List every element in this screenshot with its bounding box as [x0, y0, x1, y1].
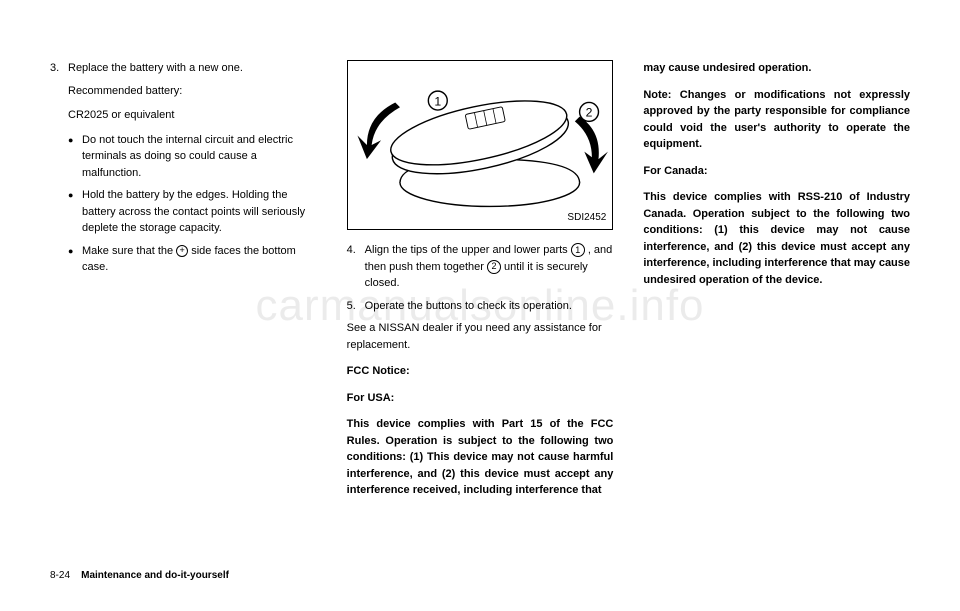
battery-type: CR2025 or equivalent — [68, 107, 317, 124]
bullet-1-text: Do not touch the internal circuit and el… — [82, 132, 317, 182]
bullet-1: ● Do not touch the internal circuit and … — [68, 132, 317, 182]
column-2: 1 2 SDI2452 4. Align the tips of the upp… — [347, 60, 614, 540]
page-number: 8-24 — [50, 570, 70, 581]
section-title: Maintenance and do-it-yourself — [81, 570, 229, 581]
page-columns: 3. Replace the battery with a new one. R… — [50, 60, 910, 540]
step-5-num: 5. — [347, 298, 365, 315]
circle-2-icon: 2 — [487, 260, 501, 274]
bullet-dot: ● — [68, 243, 82, 276]
page-footer: 8-24 Maintenance and do-it-yourself — [50, 570, 229, 581]
plus-icon: + — [176, 245, 188, 257]
bullet-dot: ● — [68, 187, 82, 237]
step4a: Align the tips of the upper and lower pa… — [365, 244, 571, 256]
usa-continuation: may cause undesired operation. — [643, 60, 910, 77]
bullet-3-text: Make sure that the + side faces the bott… — [82, 243, 317, 276]
circle-1-icon: 1 — [571, 243, 585, 257]
dealer-note: See a NISSAN dealer if you need any assi… — [347, 320, 614, 353]
column-1: 3. Replace the battery with a new one. R… — [50, 60, 317, 540]
for-usa-heading: For USA: — [347, 390, 614, 407]
step-3-text: Replace the battery with a new one. — [68, 60, 317, 77]
fcc-notice-heading: FCC Notice: — [347, 363, 614, 380]
step-3: 3. Replace the battery with a new one. — [50, 60, 317, 77]
for-canada-heading: For Canada: — [643, 163, 910, 180]
figure-keyfob: 1 2 SDI2452 — [347, 60, 614, 230]
bullet-2: ● Hold the battery by the edges. Holding… — [68, 187, 317, 237]
column-3: may cause undesired operation. Note: Cha… — [643, 60, 910, 540]
modification-note: Note: Changes or modifications not expre… — [643, 87, 910, 153]
step-4: 4. Align the tips of the upper and lower… — [347, 242, 614, 292]
step-4-num: 4. — [347, 242, 365, 292]
bullet-dot: ● — [68, 132, 82, 182]
step-5-text: Operate the buttons to check its operati… — [365, 298, 614, 315]
step-4-text: Align the tips of the upper and lower pa… — [365, 242, 614, 292]
svg-text:1: 1 — [434, 94, 441, 108]
canada-compliance-text: This device complies with RSS-210 of Ind… — [643, 189, 910, 288]
recommended-battery: Recommended battery: — [68, 83, 317, 100]
bullet-3: ● Make sure that the + side faces the bo… — [68, 243, 317, 276]
bullet-3a: Make sure that the — [82, 245, 176, 257]
step-3-num: 3. — [50, 60, 68, 77]
svg-text:2: 2 — [585, 106, 592, 120]
bullet-2-text: Hold the battery by the edges. Holding t… — [82, 187, 317, 237]
step-5: 5. Operate the buttons to check its oper… — [347, 298, 614, 315]
figure-id: SDI2452 — [567, 210, 606, 225]
usa-compliance-text: This device complies with Part 15 of the… — [347, 416, 614, 499]
keyfob-svg: 1 2 — [348, 61, 613, 229]
